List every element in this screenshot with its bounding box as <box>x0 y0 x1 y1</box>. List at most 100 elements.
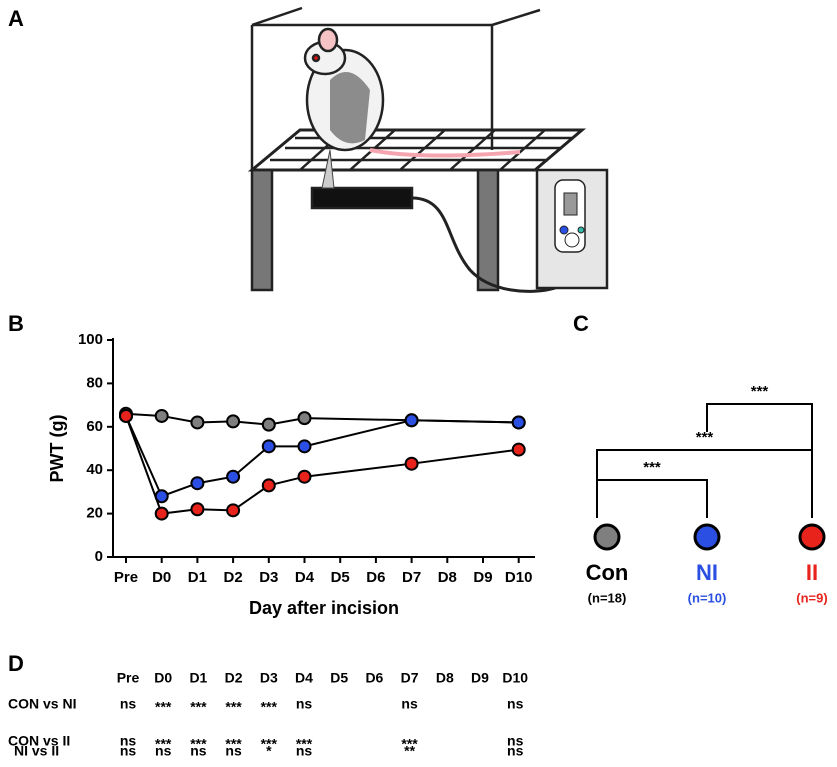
apparatus-illustration <box>247 6 609 293</box>
panel-label: A <box>8 6 24 31</box>
data-point <box>511 415 526 430</box>
group-n: (n=10) <box>688 590 727 605</box>
x-tick-label: D9 <box>473 569 492 586</box>
series-line <box>125 412 519 426</box>
group-n: (n=18) <box>588 590 627 605</box>
data-point <box>297 469 312 484</box>
y-tick-label: 40 <box>86 461 103 478</box>
significance-label: *** <box>696 429 714 446</box>
x-tick-label: D7 <box>402 569 421 586</box>
data-point <box>297 411 312 426</box>
data-point <box>226 503 241 518</box>
x-tick-label: D5 <box>331 569 350 586</box>
table-cell: ns <box>190 743 207 759</box>
data-point <box>226 414 241 429</box>
group-name: NI <box>696 560 718 585</box>
row-label: CON vs II <box>8 733 70 749</box>
table-header: D8 <box>436 670 454 686</box>
table-header: Pre <box>117 670 140 686</box>
series-line <box>125 415 519 498</box>
table-cell: *** <box>401 736 418 752</box>
table-cell: ns <box>155 743 172 759</box>
table-header: D2 <box>225 670 243 686</box>
data-point <box>190 476 205 491</box>
group-name: Con <box>586 560 629 585</box>
x-tick-label: Pre <box>114 569 138 586</box>
row-label: NI vs II <box>14 743 59 759</box>
table-cell: ns <box>225 743 242 759</box>
panel-label: D <box>8 651 24 676</box>
data-point <box>404 456 419 471</box>
data-point <box>226 469 241 484</box>
significance-label: *** <box>643 459 661 476</box>
data-point <box>190 502 205 517</box>
table-cell: ns <box>507 733 524 749</box>
table-header: D6 <box>365 670 383 686</box>
data-point <box>297 439 312 454</box>
x-axis-title: Day after incision <box>249 598 399 618</box>
table-cell: *** <box>155 736 172 752</box>
data-point <box>154 506 169 521</box>
group-n: (n=9) <box>796 590 827 605</box>
table-header: D10 <box>502 670 528 686</box>
table-cell: ns <box>296 696 313 712</box>
data-point <box>119 408 133 423</box>
group-marker <box>593 523 621 551</box>
table-cell: ns <box>401 696 418 712</box>
table-cell: ns <box>507 696 524 712</box>
table-cell: ns <box>120 743 137 759</box>
table-cell: *** <box>225 699 242 715</box>
table-header: D1 <box>189 670 207 686</box>
data-point <box>404 413 419 428</box>
table-cell: ns <box>120 696 137 712</box>
significance-bracket <box>706 403 813 518</box>
data-point <box>511 442 526 457</box>
table-cell: * <box>266 743 272 759</box>
group-marker <box>693 523 721 551</box>
group-marker <box>798 523 826 551</box>
table-header: D4 <box>295 670 313 686</box>
table-cell: *** <box>296 736 313 752</box>
y-tick-label: 80 <box>86 374 103 391</box>
data-point <box>154 408 169 423</box>
panel-label: C <box>573 311 589 336</box>
series-line <box>125 415 519 515</box>
table-cell: *** <box>261 736 278 752</box>
significance-bracket <box>596 449 813 518</box>
table-cell: *** <box>155 699 172 715</box>
table-cell: ns <box>296 743 313 759</box>
x-tick-label: D10 <box>505 569 533 586</box>
table-cell: ns <box>120 733 137 749</box>
x-tick-label: D6 <box>366 569 385 586</box>
table-cell: ** <box>404 743 415 759</box>
row-label: CON vs NI <box>8 696 76 712</box>
y-axis-title: PWT (g) <box>47 415 67 483</box>
table-header: D7 <box>401 670 419 686</box>
significance-label: *** <box>751 383 769 400</box>
data-point <box>261 478 276 493</box>
x-tick-label: D3 <box>259 569 278 586</box>
data-point <box>261 417 276 432</box>
data-point <box>190 415 205 430</box>
y-tick-label: 100 <box>78 331 103 348</box>
x-tick-label: D4 <box>295 569 315 586</box>
y-tick-label: 20 <box>86 505 103 522</box>
x-tick-label: D8 <box>438 569 457 586</box>
table-header: D0 <box>154 670 172 686</box>
group-name: II <box>806 560 818 585</box>
table-cell: *** <box>190 736 207 752</box>
significance-bracket <box>596 479 708 518</box>
x-tick-label: D2 <box>224 569 243 586</box>
table-cell: *** <box>261 699 278 715</box>
table-cell: ns <box>507 743 524 759</box>
table-header: D3 <box>260 670 278 686</box>
table-header: D9 <box>471 670 489 686</box>
x-tick-label: D1 <box>188 569 207 586</box>
data-point <box>154 489 169 504</box>
y-tick-label: 60 <box>86 418 103 435</box>
table-cell: *** <box>190 699 207 715</box>
panel-label: B <box>8 311 24 336</box>
y-tick-label: 0 <box>95 548 103 565</box>
table-cell: *** <box>225 736 242 752</box>
